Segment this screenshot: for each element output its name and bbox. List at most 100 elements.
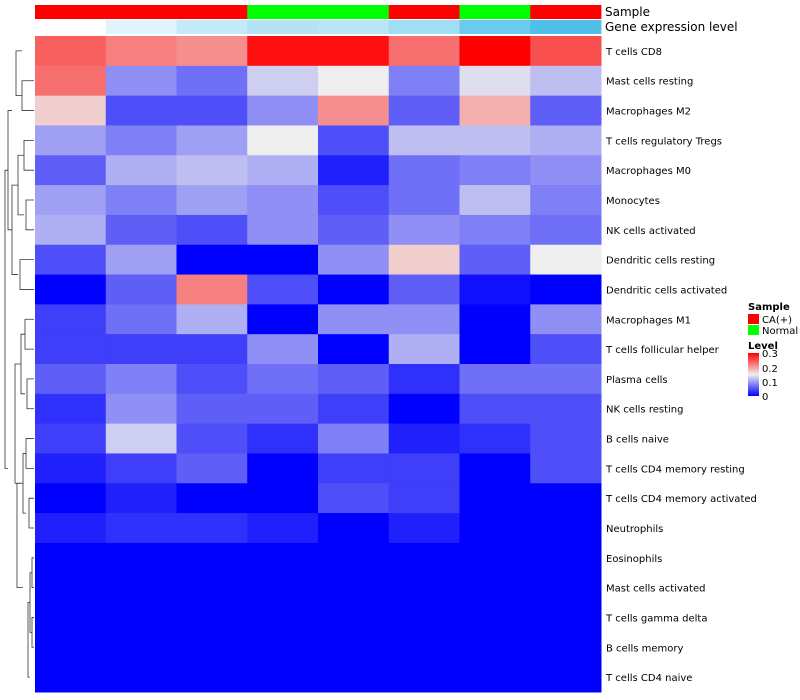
heatmap-cell [35,36,107,67]
heatmap-cell [318,244,390,276]
heatmap-cell [388,423,460,454]
legend-sample-title: Sample [748,302,790,313]
heatmap-cell [318,304,390,335]
dendrogram-branch [26,378,34,410]
heatmap-cell [247,155,319,186]
heatmap-cell [176,483,248,514]
heatmap-cell [105,542,177,574]
gene-expression-annotation-cell [247,20,319,34]
heatmap-cell [176,662,248,693]
heatmap-cell [105,513,177,544]
row-label: Macrophages M2 [606,107,691,118]
heatmap-cell [176,155,248,186]
heatmap-cell [318,393,390,425]
heatmap-cell [105,244,177,276]
row-label: T cells regulatory Tregs [605,136,722,147]
heatmap-cell [530,274,602,305]
heatmap-cell [459,304,531,335]
sample-annotation-cell [318,5,390,19]
legend-swatch-ca [748,314,759,324]
heatmap-cell [530,483,602,514]
heatmap-cell [530,334,602,365]
gene-expression-annotation-cell [105,20,177,34]
heatmap-cell [388,155,460,186]
dendrogram-branch [16,482,23,589]
heatmap-cell [459,95,531,126]
heatmap-cell [35,602,107,633]
heatmap-cell [530,632,602,663]
heatmap-cell [388,572,460,604]
heatmap-cell [35,662,107,693]
row-label: NK cells activated [606,226,696,237]
sample-annotation-cell [247,5,319,19]
gene-expression-annotation-cell [459,20,531,34]
heatmap-cell [105,155,177,186]
sample-annotation-cell [105,5,177,19]
sample-annotation-title: Sample [605,5,650,19]
row-label: T cells CD8 [605,47,662,58]
heatmap-cell [105,423,177,454]
legend-level-tick: 0.2 [762,364,778,375]
heatmap-cell [318,364,390,395]
heatmap-cell [247,364,319,395]
row-label: Dendritic cells activated [606,285,727,296]
heatmap-cell [318,602,390,633]
gene-annotation-title: Gene expression level [605,20,738,34]
heatmap-cell [388,36,460,67]
heatmap-cell [459,214,531,246]
heatmap-cell [176,125,248,156]
heatmap-cell [176,334,248,365]
heatmap-cell [176,65,248,97]
heatmap-cell [318,453,390,484]
heatmap-cell [388,602,460,633]
heatmap-cell [459,36,531,67]
row-labels: T cells CD8 Mast cells resting Macrophages… [605,47,757,684]
heatmap-cell [105,572,177,604]
heatmap-cell [105,65,177,97]
heatmap-cell [459,483,531,514]
heatmap-cell [530,572,602,604]
heatmap-cell [318,274,390,305]
heatmap-cell [318,632,390,663]
legend-level-title: Level [748,341,778,352]
heatmap-cell [530,364,602,395]
dendrogram-branch [11,184,18,275]
heatmap-cell [105,393,177,425]
heatmap-cell [459,602,531,633]
heatmap-cell [459,513,531,544]
heatmap-cell [176,274,248,305]
heatmap-cell [35,214,107,246]
row-label: Mast cells resting [606,77,693,88]
heatmap-cell [459,453,531,484]
row-label: Macrophages M1 [606,315,691,326]
heatmap-cell [247,36,319,67]
heatmap-cell [530,393,602,425]
heatmap-cell [105,662,177,693]
legend-swatch-normal [748,325,759,335]
heatmap-cell [35,393,107,425]
dendrogram-branch [31,557,34,589]
heatmap-cell [459,393,531,425]
heatmap-cell [35,125,107,156]
heatmap-cell [35,304,107,335]
heatmap-cell [530,155,602,186]
heatmap-cell [459,244,531,276]
heatmap-cell [247,513,319,544]
heatmap-cell [35,453,107,484]
heatmap-cell [35,274,107,305]
dendrogram-branch [4,169,8,469]
dendrogram-branch [15,50,22,97]
heatmap-cell [388,274,460,305]
heatmap-cell [176,304,248,335]
heatmap-cell [247,572,319,604]
heatmap-cell [388,632,460,663]
heatmap-cell [388,334,460,365]
heatmap-cell [530,36,602,67]
heatmap-cell [388,65,460,97]
legend-label-ca: CA(+) [762,315,792,326]
heatmap-cell [35,334,107,365]
heatmap-cell [176,453,248,484]
row-label: B cells memory [606,643,683,654]
gene-expression-annotation-cell [530,20,602,34]
row-label: Monocytes [606,196,660,207]
